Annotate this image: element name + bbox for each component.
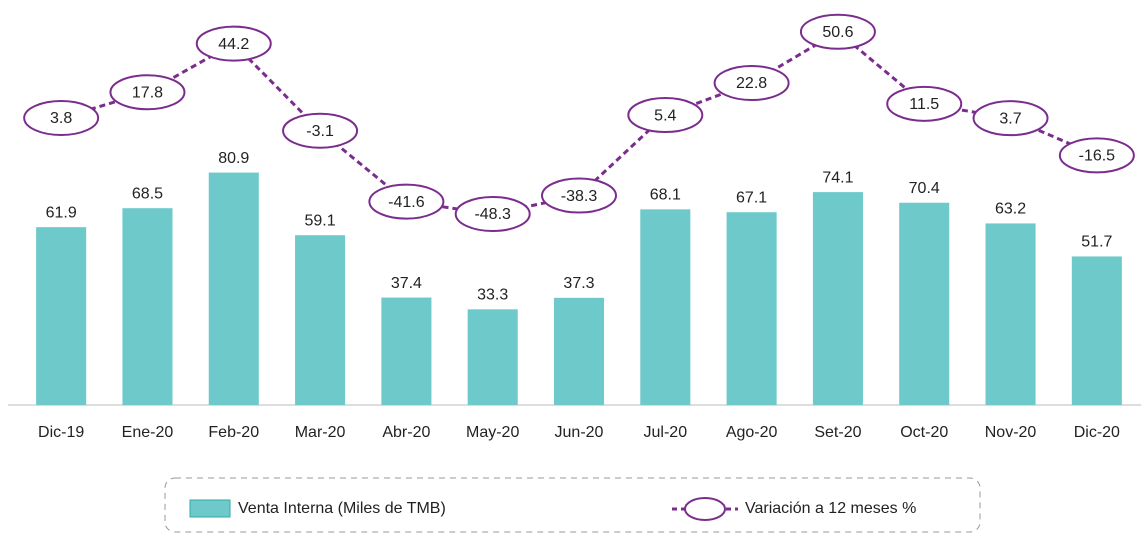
x-tick-label: Jul-20 <box>644 424 688 441</box>
data-label: -48.3 <box>474 206 511 223</box>
data-label: 68.1 <box>650 187 681 204</box>
x-tick-label: Nov-20 <box>985 424 1037 441</box>
bar <box>381 297 432 405</box>
x-tick-label: Jun-20 <box>555 424 604 441</box>
x-tick-label: Ago-20 <box>726 424 778 441</box>
data-label: 50.6 <box>822 24 853 41</box>
data-label: 51.7 <box>1081 234 1112 251</box>
data-label: 80.9 <box>218 150 249 167</box>
bar <box>295 235 346 405</box>
bar <box>640 209 691 405</box>
bar <box>467 309 518 405</box>
line-marker <box>23 100 100 136</box>
data-label: 22.8 <box>736 75 767 92</box>
bar <box>726 212 777 405</box>
line-marker <box>799 13 876 50</box>
data-label: 44.2 <box>218 36 249 53</box>
data-label: 59.1 <box>305 212 336 229</box>
line-marker <box>886 85 963 122</box>
line-marker <box>282 112 359 149</box>
legend-box <box>164 477 981 533</box>
data-label: 68.5 <box>132 185 163 202</box>
bar <box>812 192 863 405</box>
legend-label: Variación a 12 meses % <box>745 500 916 517</box>
legend-label: Venta Interna (Miles de TMB) <box>238 500 446 517</box>
legend-bar-swatch <box>189 499 231 518</box>
line-marker <box>368 183 445 220</box>
data-label: 63.2 <box>995 201 1026 218</box>
data-label: -38.3 <box>561 188 598 205</box>
x-tick-label: Abr-20 <box>382 424 430 441</box>
data-label: -41.6 <box>388 194 425 211</box>
line-marker <box>454 195 531 232</box>
data-label: 5.4 <box>654 107 676 124</box>
bar <box>122 208 173 405</box>
data-label: 61.9 <box>46 204 77 221</box>
data-label: 37.4 <box>391 275 422 292</box>
legend-marker <box>684 497 726 521</box>
data-label: 74.1 <box>822 169 853 186</box>
x-tick-label: Dic-19 <box>38 424 84 441</box>
x-tick-label: Ene-20 <box>122 424 174 441</box>
bar <box>208 172 259 405</box>
data-label: 17.8 <box>132 84 163 101</box>
x-tick-label: Oct-20 <box>900 424 948 441</box>
data-label: 33.3 <box>477 287 508 304</box>
bar <box>1071 256 1122 405</box>
x-tick-label: Dic-20 <box>1074 424 1120 441</box>
data-label: 3.8 <box>50 110 72 127</box>
x-tick-label: Set-20 <box>814 424 861 441</box>
bar <box>553 297 605 405</box>
bar <box>985 223 1036 405</box>
line-marker <box>627 97 704 134</box>
data-label: 11.5 <box>909 96 939 113</box>
data-label: 70.4 <box>909 180 940 197</box>
line-marker <box>972 100 1049 137</box>
line-marker <box>713 65 790 101</box>
bar <box>899 202 950 405</box>
data-label: 67.1 <box>736 189 767 206</box>
data-label: 37.3 <box>563 275 594 292</box>
bar <box>36 227 87 405</box>
line-marker <box>541 177 617 214</box>
data-label: 3.7 <box>999 110 1021 127</box>
data-label: -3.1 <box>306 123 334 140</box>
data-label: -16.5 <box>1079 148 1116 165</box>
x-tick-label: May-20 <box>466 424 519 441</box>
line-marker <box>109 74 186 111</box>
x-tick-label: Mar-20 <box>295 424 346 441</box>
line-marker <box>195 25 272 62</box>
line-marker <box>1058 137 1135 174</box>
x-tick-label: Feb-20 <box>208 424 259 441</box>
